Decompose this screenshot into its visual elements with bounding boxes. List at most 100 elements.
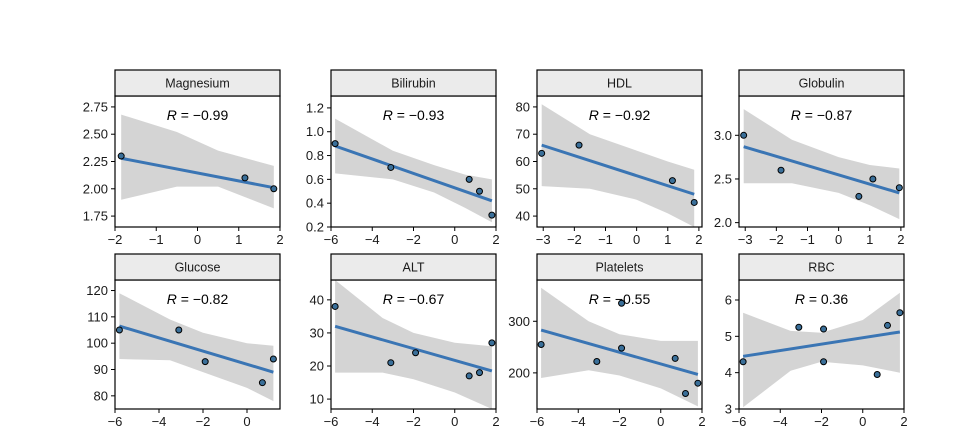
- facet-title: ALT: [403, 261, 425, 275]
- y-tick-label: 1.75: [83, 209, 108, 224]
- x-tick-label: −4: [152, 414, 167, 429]
- plot-area: [740, 109, 903, 220]
- correlation-symbol: R: [589, 107, 599, 123]
- data-point: [476, 187, 483, 195]
- confidence-band: [743, 292, 900, 408]
- correlation-label: R = −0.99: [167, 107, 229, 123]
- y-tick-label: 0.6: [306, 172, 324, 187]
- plot-area: [538, 104, 698, 227]
- y-tick-label: 80: [94, 388, 108, 403]
- panel-magnesium: Magnesium R = −0.99 −2 −1 0 1 2 1.75 2.00 2.25 2.5…: [83, 69, 284, 247]
- facet-strip: [536, 253, 703, 281]
- y-tick-label: 40: [310, 292, 324, 307]
- facet-strip: [114, 69, 281, 97]
- data-point: [258, 379, 266, 387]
- x-tick-label: 2: [897, 232, 904, 247]
- y-tick-label: 120: [86, 283, 108, 298]
- panel-rbc: RBC R = 0.36 −6 −4 −2 0 2 3 4 5 6: [725, 253, 908, 429]
- x-tick-label: −4: [365, 414, 380, 429]
- correlation-value: = −0.93: [393, 107, 445, 123]
- correlation-label: R = −0.93: [383, 107, 445, 123]
- y-tick-label: 50: [516, 181, 530, 196]
- x-tick-label: −6: [530, 414, 545, 429]
- regression-line: [120, 156, 275, 190]
- plot-area: [331, 280, 496, 409]
- data-point: [269, 355, 277, 363]
- correlation-value: = 0.36: [805, 291, 848, 307]
- data-point: [896, 309, 904, 317]
- x-tick-label: 1: [866, 232, 873, 247]
- x-tick-label: −4: [773, 414, 788, 429]
- data-point: [241, 174, 249, 182]
- data-point: [537, 341, 545, 348]
- facet-title: Glucose: [175, 261, 221, 275]
- correlation-symbol: R: [791, 107, 801, 123]
- facet-strip: [330, 69, 497, 97]
- data-point: [465, 372, 473, 380]
- correlation-value: = −0.67: [393, 291, 445, 307]
- x-tick-label: 0: [451, 232, 458, 247]
- y-tick-label: 0.4: [306, 196, 324, 211]
- x-tick-label: −3: [738, 232, 753, 247]
- correlation-value: = −0.87: [801, 107, 853, 123]
- facet-title: Platelets: [596, 261, 644, 275]
- x-tick-label: −2: [769, 232, 784, 247]
- y-tick-label: 1.0: [306, 124, 324, 139]
- panel-platelets: Platelets R = −0.55 −6 −4 −2 0 2 200 300: [508, 253, 706, 429]
- facet-title: RBC: [808, 261, 834, 275]
- data-point: [593, 358, 601, 366]
- y-tick-label: 1.2: [306, 100, 324, 115]
- data-point: [175, 326, 183, 334]
- regression-line: [742, 330, 901, 358]
- y-tick-label: 200: [508, 365, 530, 380]
- facet-title: Magnesium: [165, 77, 230, 91]
- data-point: [869, 175, 877, 183]
- correlation-symbol: R: [795, 291, 805, 307]
- x-tick-label: −2: [612, 414, 627, 429]
- facet-strip: [114, 253, 281, 281]
- data-point: [115, 326, 123, 334]
- x-tick-label: 2: [698, 414, 705, 429]
- x-tick-label: −6: [732, 414, 747, 429]
- confidence-band: [121, 114, 274, 209]
- data-point: [855, 192, 863, 200]
- data-point: [690, 198, 698, 206]
- y-tick-label: 2.00: [83, 181, 108, 196]
- x-tick-label: −1: [149, 232, 164, 247]
- correlation-value: = −0.92: [599, 107, 651, 123]
- x-tick-label: 2: [695, 232, 702, 247]
- plot-area: [115, 293, 277, 402]
- correlation-label: R = −0.55: [589, 291, 651, 307]
- data-point: [465, 175, 473, 183]
- facet-strip: [536, 69, 703, 97]
- y-tick-label: 100: [86, 336, 108, 351]
- y-tick-label: 6: [725, 292, 732, 307]
- y-tick-label: 80: [516, 99, 530, 114]
- confidence-band: [541, 104, 695, 227]
- correlation-label: R = −0.67: [383, 291, 445, 307]
- correlation-symbol: R: [167, 107, 177, 123]
- x-tick-label: 1: [664, 232, 671, 247]
- x-tick-label: 0: [243, 414, 250, 429]
- x-tick-label: −4: [365, 232, 380, 247]
- regression-line: [540, 328, 699, 376]
- y-tick-label: 5: [725, 329, 732, 344]
- x-tick-label: −2: [196, 414, 211, 429]
- data-point: [820, 325, 828, 333]
- data-point: [575, 141, 583, 149]
- facet-strip: [738, 253, 905, 281]
- panel-globulin: Globulin R = −0.87 −3 −2 −1 0 1 2 2.0 2.5 3.0: [714, 69, 905, 247]
- x-tick-label: 0: [859, 414, 866, 429]
- x-tick-label: −6: [324, 414, 339, 429]
- x-tick-label: −1: [800, 232, 815, 247]
- confidence-band: [335, 118, 492, 223]
- data-point: [618, 344, 626, 352]
- correlation-label: R = 0.36: [795, 291, 849, 307]
- correlation-label: R = −0.87: [791, 107, 853, 123]
- y-tick-label: 10: [310, 392, 324, 407]
- y-tick-label: 3: [725, 402, 732, 417]
- plot-area: [537, 287, 702, 407]
- y-tick-label: 2.25: [83, 154, 108, 169]
- x-tick-label: −2: [814, 414, 829, 429]
